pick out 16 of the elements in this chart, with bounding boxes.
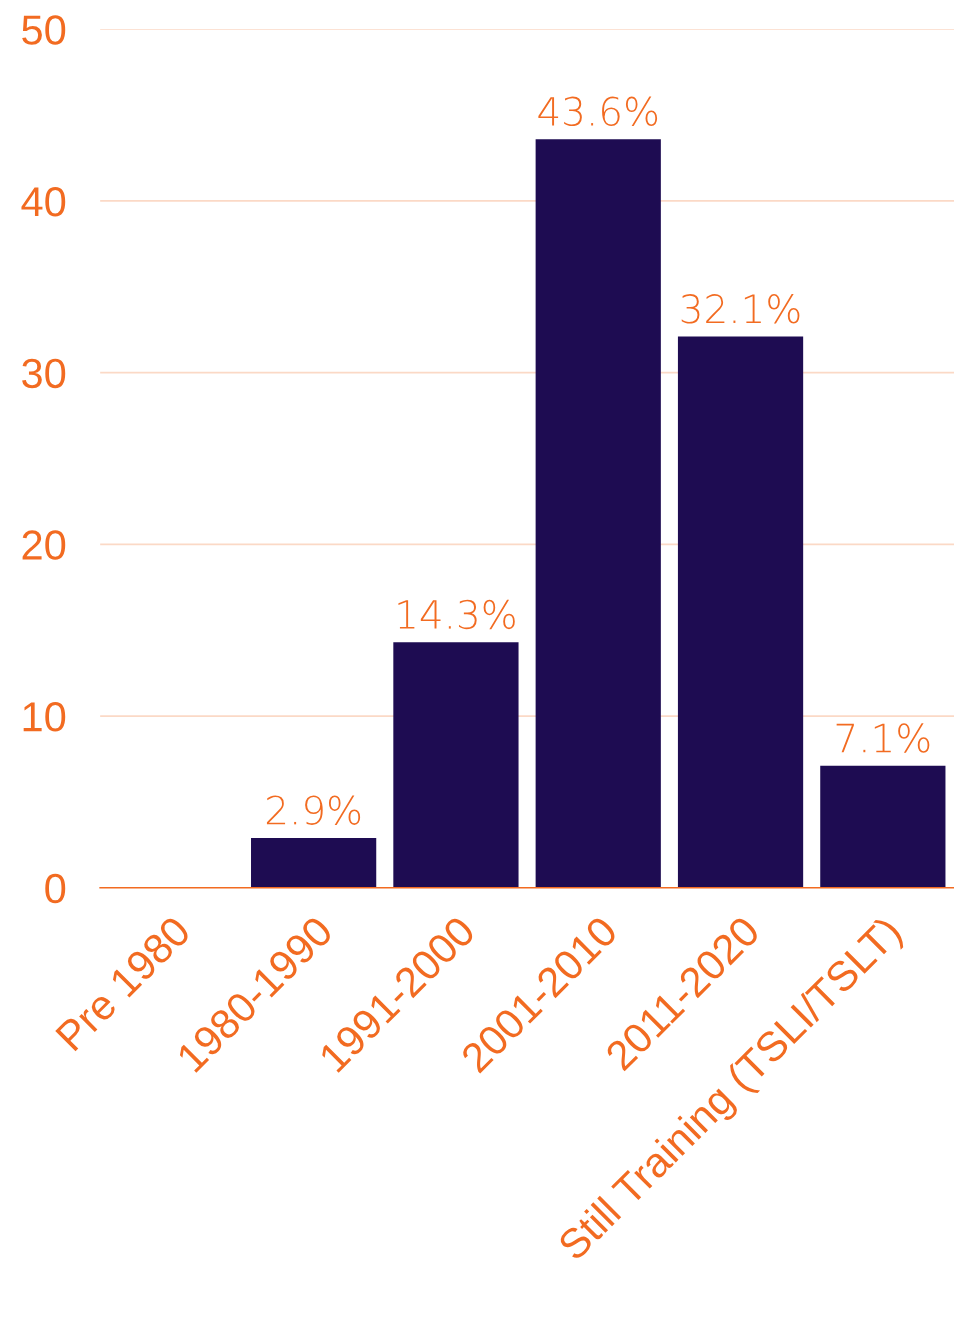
data-label: 2.9%: [266, 795, 361, 825]
data-label: 43.6%: [538, 96, 658, 127]
y-tick-label: 40: [21, 186, 66, 217]
bar: [251, 837, 377, 888]
data-label: 7.1%: [836, 723, 930, 753]
bar: [535, 139, 661, 888]
data-label: 32.1%: [681, 294, 800, 324]
y-tick-label: 10: [23, 702, 66, 732]
y-tick-label: 20: [22, 530, 66, 560]
data-label: 14.3%: [398, 599, 515, 630]
bar: [820, 765, 946, 888]
bar: [393, 642, 519, 888]
bar: [677, 336, 804, 888]
y-tick-label: 50: [22, 15, 66, 45]
y-tick-label: 0: [45, 873, 66, 904]
y-tick-label: 30: [22, 358, 66, 389]
